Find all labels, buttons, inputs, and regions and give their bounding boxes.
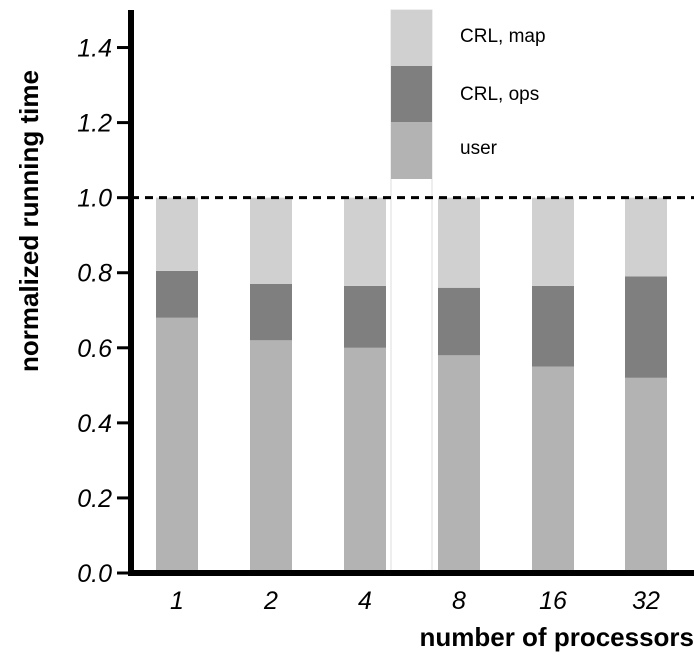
bar-user-8 bbox=[438, 355, 480, 573]
y-tick-label-0.6: 0.6 bbox=[77, 335, 112, 363]
x-tick-label-8: 8 bbox=[452, 587, 466, 615]
bar-crl-map-32 bbox=[625, 197, 667, 277]
x-tick-label-32: 32 bbox=[632, 587, 660, 615]
x-axis-title: number of processors bbox=[419, 622, 694, 652]
bar-crl-ops-2 bbox=[250, 283, 292, 341]
bar-crl-map-1 bbox=[156, 197, 198, 271]
bar-user-32 bbox=[625, 377, 667, 573]
bar-crl-ops-1 bbox=[156, 270, 198, 318]
legend-label-crl-map: CRL, map bbox=[460, 26, 546, 47]
y-tick-label-0.8: 0.8 bbox=[77, 260, 112, 288]
x-tick-label-1: 1 bbox=[170, 587, 184, 615]
bar-crl-map-8 bbox=[438, 197, 480, 288]
legend-swatch-crl-map bbox=[391, 10, 432, 66]
bar-crl-ops-8 bbox=[438, 287, 480, 356]
legend-label-crl-ops: CRL, ops bbox=[460, 84, 539, 105]
bar-user-2 bbox=[250, 340, 292, 573]
legend-swatch-user bbox=[391, 122, 432, 179]
bar-crl-map-4 bbox=[344, 197, 386, 286]
bar-crl-map-16 bbox=[532, 197, 574, 286]
x-tick-label-2: 2 bbox=[263, 587, 278, 615]
y-tick-label-1.0: 1.0 bbox=[77, 185, 112, 213]
y-tick-label-1.4: 1.4 bbox=[77, 35, 112, 63]
y-tick-label-0.2: 0.2 bbox=[77, 485, 112, 513]
bar-crl-ops-4 bbox=[344, 285, 386, 348]
x-tick-label-16: 16 bbox=[539, 587, 567, 615]
legend-label-user: user bbox=[460, 138, 498, 159]
x-tick-label-4: 4 bbox=[358, 587, 372, 615]
y-tick-label-0.4: 0.4 bbox=[77, 410, 112, 438]
bar-crl-map-2 bbox=[250, 197, 292, 284]
bar-crl-ops-16 bbox=[532, 285, 574, 367]
bar-crl-ops-32 bbox=[625, 276, 667, 378]
bar-user-4 bbox=[344, 347, 386, 573]
plot-area: CRL, map CRL, ops user 0.0 0.2 0.4 0.6 0.8 1.0 1.… bbox=[77, 9, 694, 615]
y-tick-label-0.0: 0.0 bbox=[77, 560, 112, 588]
bar-user-16 bbox=[532, 366, 574, 573]
legend-swatch-crl-ops bbox=[391, 66, 432, 122]
y-axis-title: normalized running time bbox=[14, 70, 44, 372]
bar-user-1 bbox=[156, 317, 198, 573]
y-tick-label-1.2: 1.2 bbox=[77, 110, 112, 138]
